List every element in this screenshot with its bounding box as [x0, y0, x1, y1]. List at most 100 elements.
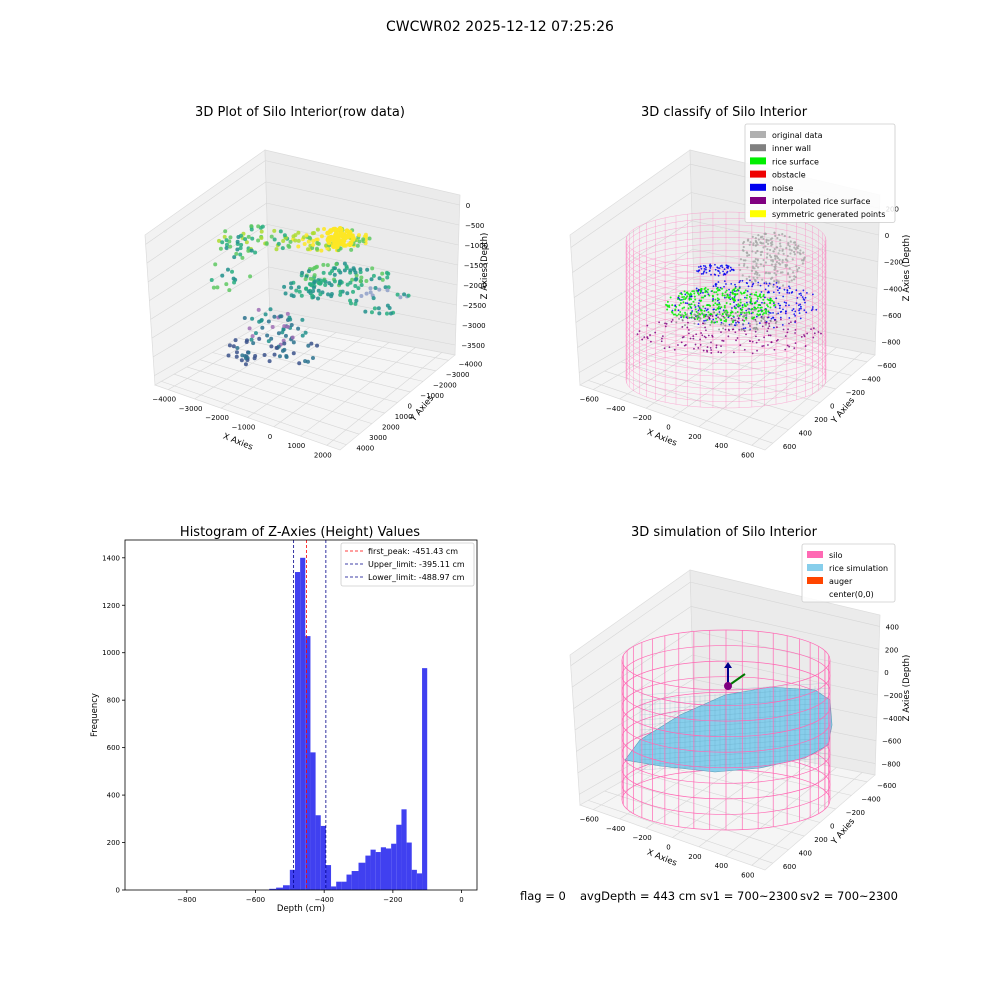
classify-data-point: [746, 303, 749, 306]
simulation-wall-grid-z: [692, 654, 878, 696]
classify-data-point: [768, 254, 772, 257]
classify-data-point: [704, 326, 707, 329]
classify-data-point: [806, 332, 809, 335]
raw-data-point: [281, 327, 286, 332]
classify-data-point: [666, 308, 669, 311]
raw-data-point: [285, 311, 290, 316]
classify-data-point: [743, 262, 746, 266]
classify-data-point: [731, 328, 734, 331]
classify-data-point: [764, 245, 767, 248]
raw-data-point: [213, 262, 218, 267]
classify-data-point: [812, 336, 815, 339]
classify-data-point: [686, 315, 689, 318]
classify-data-point: [758, 313, 761, 316]
classify-data-point: [751, 352, 754, 355]
raw-data-point: [225, 267, 230, 272]
raw-data-point: [289, 322, 294, 327]
classify-data-point: [761, 325, 764, 328]
raw-data-point: [305, 359, 310, 364]
classify-data-point: [716, 299, 719, 302]
raw-data-point: [306, 239, 311, 244]
classify-data-point: [790, 279, 793, 282]
classify-data-point: [690, 295, 693, 298]
classify-data-point: [743, 291, 746, 294]
raw-data-point: [289, 285, 294, 290]
classify-data-point: [715, 344, 718, 347]
classify-data-point: [752, 242, 755, 245]
classify-data-point: [702, 271, 705, 274]
raw-data-point: [293, 233, 298, 238]
classify-data-point: [741, 249, 744, 252]
classify-data-point: [724, 291, 727, 294]
classify-data-point: [772, 301, 775, 304]
raw-plot-title: 3D Plot of Silo Interior(row data): [195, 105, 405, 120]
simulation-legend-label: center(0,0): [829, 590, 874, 599]
simulation-wall-grid-z: [573, 630, 692, 709]
classify-data-point: [680, 341, 683, 344]
classify-data-point: [794, 328, 797, 331]
classify-data-point: [781, 258, 784, 262]
histogram-y-tick-label: 1400: [102, 554, 120, 562]
raw-data-point: [380, 271, 385, 276]
classify-data-point: [762, 317, 765, 320]
classify-data-point: [755, 262, 758, 265]
raw-x-tick-label: −1000: [232, 424, 256, 432]
raw-data-point: [332, 279, 337, 284]
classify-data-point: [672, 313, 675, 316]
classify-data-point: [773, 279, 776, 283]
classify-data-point: [710, 273, 712, 276]
classify-data-point: [700, 273, 703, 275]
raw-data-point: [296, 238, 301, 243]
classify-data-point: [744, 327, 747, 330]
histogram-y-tick-label: 1000: [102, 649, 120, 657]
raw-data-point: [386, 271, 391, 276]
raw-data-point: [289, 281, 294, 286]
classify-y-tick-label: −400: [861, 375, 880, 383]
classify-data-point: [690, 298, 693, 301]
raw-data-point: [402, 292, 407, 297]
classify-data-point: [726, 293, 729, 296]
raw-data-point: [371, 296, 376, 301]
raw-data-point: [282, 233, 287, 238]
rice-mesh-line: [639, 702, 831, 716]
histogram-x-tick-label: −400: [315, 896, 334, 904]
raw-data-point: [231, 276, 236, 281]
raw-data-point: [233, 338, 238, 343]
classify-data-point: [766, 316, 769, 319]
raw-data-point: [325, 237, 331, 243]
classify-data-point: [721, 339, 724, 342]
classify-data-point: [769, 312, 772, 314]
raw-data-point: [209, 277, 214, 282]
simulation-z-tick-label: 200: [885, 646, 898, 654]
classify-data-point: [742, 240, 746, 244]
raw-data-point: [296, 326, 301, 331]
classify-data-point: [709, 267, 712, 269]
classify-data-point: [706, 346, 709, 349]
classify-data-point: [777, 262, 781, 265]
classify-data-point: [768, 291, 770, 294]
classify-data-point: [683, 290, 686, 293]
classify-data-point: [761, 345, 764, 348]
raw-data-point: [222, 234, 227, 239]
classify-data-point: [788, 304, 790, 307]
raw-data-point: [248, 274, 253, 279]
classify-data-point: [725, 296, 728, 299]
histogram-bar: [282, 885, 290, 890]
classify-data-point: [738, 287, 741, 290]
classify-data-point: [700, 296, 703, 299]
classify-data-point: [702, 315, 705, 318]
raw-data-point: [314, 237, 319, 242]
classify-data-point: [804, 345, 807, 347]
classify-data-point: [718, 267, 721, 270]
raw-wall-grid-z: [151, 266, 269, 339]
classify-data-point: [718, 311, 721, 313]
classify-data-point: [687, 332, 690, 335]
raw-y-tick-label: 1000: [395, 413, 413, 421]
classify-data-point: [764, 321, 767, 324]
classify-data-point: [745, 301, 748, 304]
classify-data-point: [763, 301, 766, 304]
classify-data-point: [761, 309, 764, 312]
classify-data-point: [813, 332, 816, 335]
histogram-x-tick-label: 0: [459, 896, 463, 904]
classify-data-point: [779, 245, 782, 248]
